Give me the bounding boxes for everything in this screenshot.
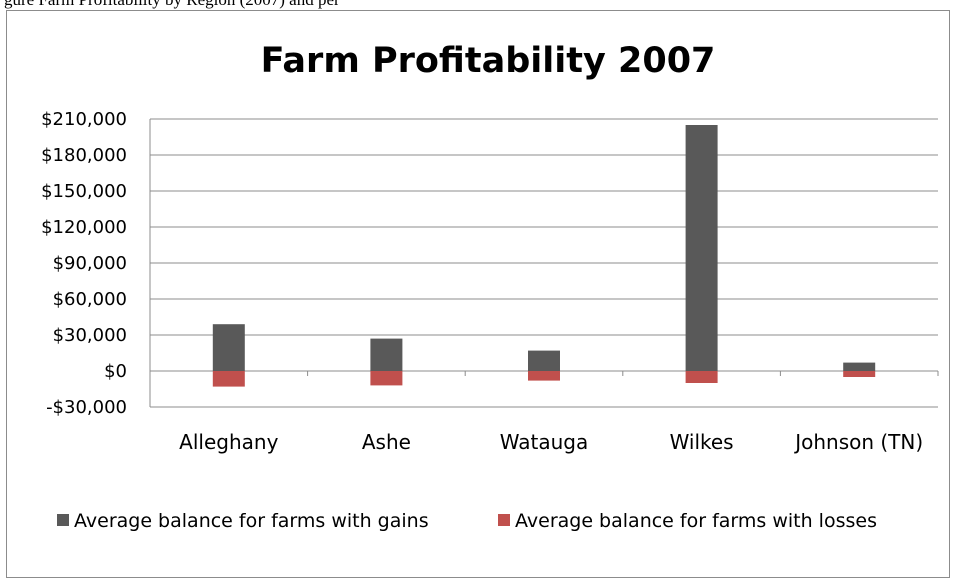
- bar-gains: [370, 338, 403, 371]
- bar-losses: [528, 371, 560, 381]
- x-axis-ticks: Alleghany Ashe Watauga Wilkes Johnson (TN): [179, 430, 923, 454]
- legend-swatch: [498, 514, 510, 526]
- legend-label: Average balance for farms with losses: [515, 510, 877, 532]
- x-tick-label: Watauga: [500, 430, 588, 454]
- y-tick-label: $90,000: [53, 253, 127, 274]
- y-tick-label: $60,000: [53, 289, 127, 310]
- y-tick-label: -$30,000: [46, 397, 127, 418]
- y-tick-label: $0: [104, 361, 127, 382]
- y-tick-label: $150,000: [41, 181, 127, 202]
- bar-gains: [843, 362, 876, 371]
- chart-title: Farm Profitability 2007: [261, 41, 716, 81]
- y-tick-label: $210,000: [41, 109, 127, 130]
- legend-label: Average balance for farms with gains: [74, 510, 429, 532]
- bar-losses: [843, 371, 876, 377]
- x-tick-label: Wilkes: [670, 430, 734, 454]
- y-tick-label: $120,000: [41, 217, 127, 238]
- bar-losses: [370, 371, 403, 386]
- gridlines: [150, 118, 938, 408]
- bar-gains: [528, 350, 560, 371]
- chart-frame: [6, 10, 950, 578]
- x-tick-label: Alleghany: [179, 430, 278, 454]
- bar-losses: [685, 371, 718, 383]
- bar-gains: [212, 324, 245, 371]
- bars: [212, 125, 876, 387]
- y-tick-label: $30,000: [53, 325, 127, 346]
- caption-fragment: gure Farm Profitability by Region (2007)…: [0, 0, 956, 10]
- x-tick-label: Johnson (TN): [793, 430, 923, 454]
- bar-gains: [685, 125, 718, 371]
- y-tick-label: $180,000: [41, 145, 127, 166]
- caption-text: gure Farm Profitability by Region (2007)…: [4, 0, 340, 10]
- legend: Average balance for farms with gains Aver…: [57, 510, 877, 532]
- x-tick-label: Ashe: [362, 430, 411, 454]
- y-axis-ticks: -$30,000 $0 $30,000 $60,000 $90,000 $120,000 $…: [41, 109, 127, 418]
- legend-swatch: [57, 514, 69, 526]
- bar-losses: [212, 371, 245, 387]
